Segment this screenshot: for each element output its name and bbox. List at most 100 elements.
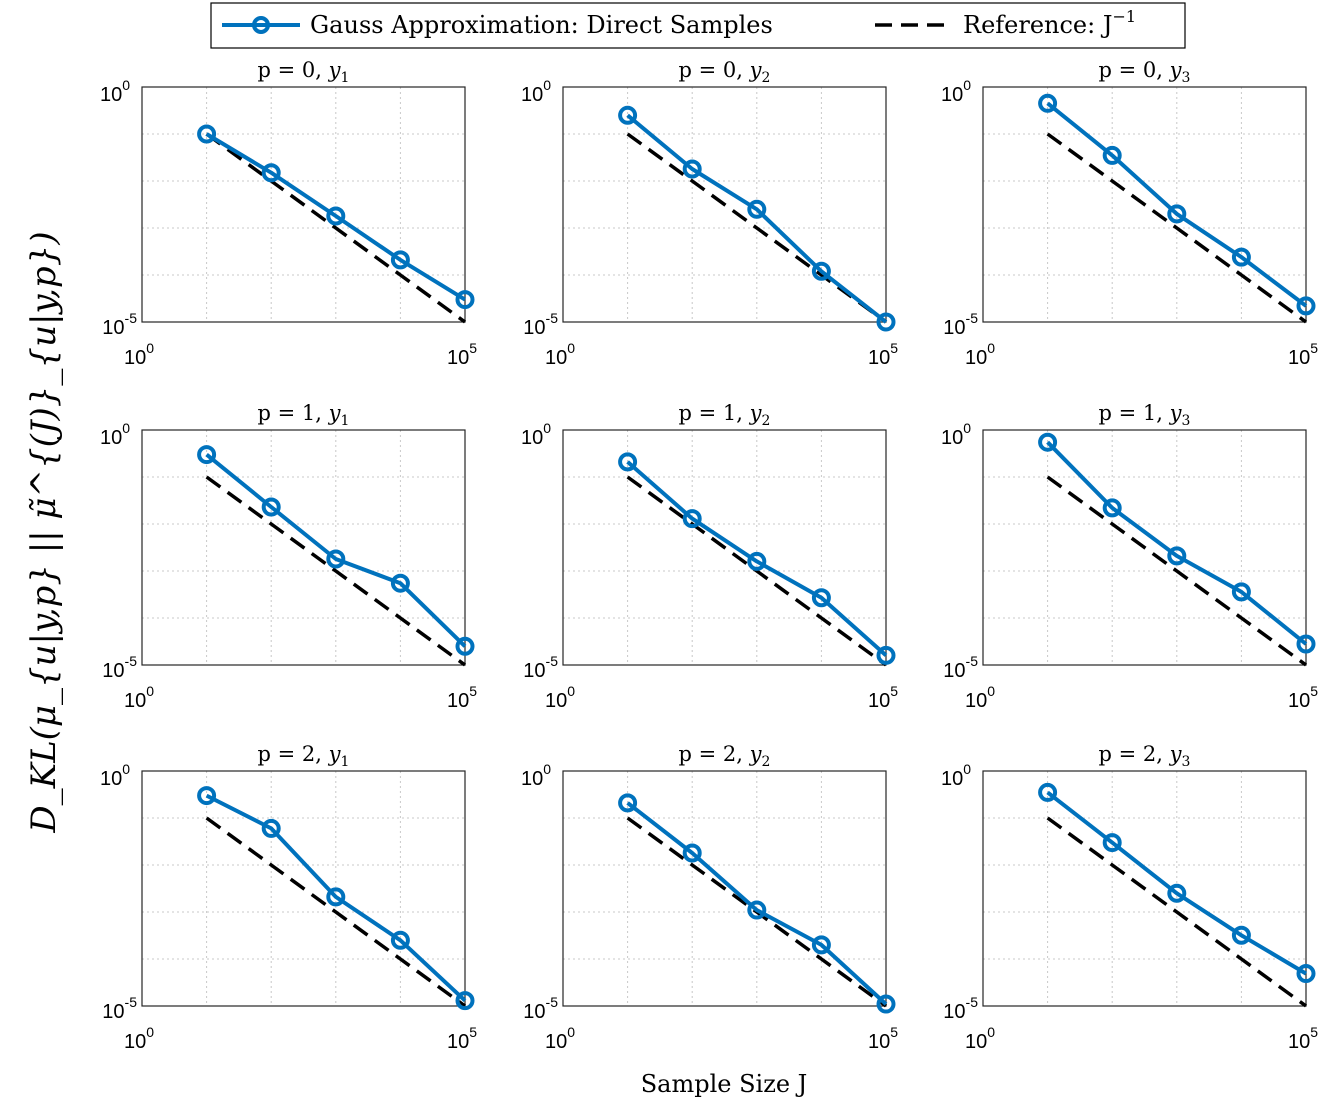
tick-base: 10 [941,84,963,106]
x-tick-label: 100 [124,1024,154,1053]
series-line [1046,440,1308,646]
title-subscript: 3 [1182,413,1191,429]
tick-base: 10 [965,690,987,712]
data-point [1231,582,1251,602]
data-point [618,793,638,813]
tick-exponent: 5 [1310,340,1318,356]
title-prefix: p = 0, [1099,58,1170,82]
title-prefix: p = 2, [679,742,750,766]
subplot-title: p = 2, y1 [258,742,350,770]
tick-exponent: 5 [1310,1024,1318,1040]
data-point [455,636,475,656]
tick-base: 10 [521,84,543,106]
data-point [455,991,475,1011]
x-tick-label: 105 [868,340,898,369]
subplot-title: p = 1, y3 [1099,401,1191,429]
data-point [747,199,767,219]
data-point [1296,296,1316,316]
subplot-title: p = 0, y3 [1099,58,1191,86]
y-tick-label: 10-5 [943,994,978,1023]
tick-exponent: 0 [987,340,995,356]
subplot-title: p = 0, y1 [258,58,350,86]
data-point [1167,546,1187,566]
data-point [1231,925,1251,945]
tick-base: 10 [1288,347,1310,369]
tick-exponent: 0 [567,1024,575,1040]
data-point [261,163,281,183]
y-tick-label: 100 [941,761,971,790]
reference-line [1046,475,1308,667]
data-point [618,105,638,125]
tick-exponent: 5 [469,1024,477,1040]
axes-frame [562,429,887,666]
y-tick-label: 100 [100,420,130,449]
data-point [1296,964,1316,984]
reference-line [205,132,467,324]
tick-base: 10 [1288,1031,1310,1053]
x-tick-label: 100 [545,683,575,712]
tick-exponent: 5 [890,340,898,356]
y-tick-label: 10-5 [523,653,558,682]
y-tick-label: 100 [100,761,130,790]
tick-exponent: 5 [890,1024,898,1040]
gridlines [142,87,465,322]
y-tick-label: 10-5 [102,994,137,1023]
title-prefix: p = 1, [258,401,329,425]
data-point [390,573,410,593]
y-axis-label: D_KL(μ_{u|y,p} || μ̃^{(J)}_{u|y,p}) [24,231,64,833]
tick-exponent: -5 [546,994,559,1010]
series-line [205,793,467,1003]
subplot-title: p = 2, y2 [679,742,771,770]
data-point [1167,883,1187,903]
title-variable: y [1169,58,1183,82]
title-variable: y [1169,401,1183,425]
data-point [747,900,767,920]
title-subscript: 3 [1182,754,1191,770]
data-point [747,551,767,571]
subplot-title: p = 0, y2 [679,58,771,86]
y-tick-label: 100 [521,420,551,449]
legend-reference-label: Reference: J−1 [963,7,1136,39]
tick-base: 10 [521,768,543,790]
data-point [390,250,410,270]
tick-exponent: -5 [966,994,979,1010]
gridlines [142,430,465,665]
tick-base: 10 [521,427,543,449]
y-tick-label: 10-5 [943,310,978,339]
tick-exponent: 0 [543,761,551,777]
title-variable: y [749,58,763,82]
tick-base: 10 [943,1001,965,1023]
x-tick-label: 105 [1288,340,1318,369]
data-point [326,549,346,569]
tick-exponent: 0 [122,77,130,93]
x-tick-label: 105 [447,683,477,712]
gridlines [563,87,886,322]
x-tick-label: 105 [1288,1024,1318,1053]
data-point [618,452,638,472]
legend-reference-exponent: −1 [1112,7,1136,26]
axes-frame [141,429,466,666]
data-point [326,887,346,907]
tick-exponent: 0 [567,683,575,699]
title-variable: y [328,742,342,766]
tick-base: 10 [447,690,469,712]
tick-exponent: 5 [890,683,898,699]
data-point [1038,432,1058,452]
tick-base: 10 [102,660,124,682]
tick-exponent: 0 [543,420,551,436]
subplot-title: p = 1, y2 [679,401,771,429]
title-subscript: 1 [341,754,350,770]
tick-exponent: 5 [1310,683,1318,699]
y-tick-label: 100 [941,420,971,449]
data-point [1231,247,1251,267]
data-point [197,786,217,806]
data-point [455,290,475,310]
series-line [626,460,888,657]
title-subscript: 2 [762,413,771,429]
data-point [1167,204,1187,224]
tick-exponent: 0 [567,340,575,356]
